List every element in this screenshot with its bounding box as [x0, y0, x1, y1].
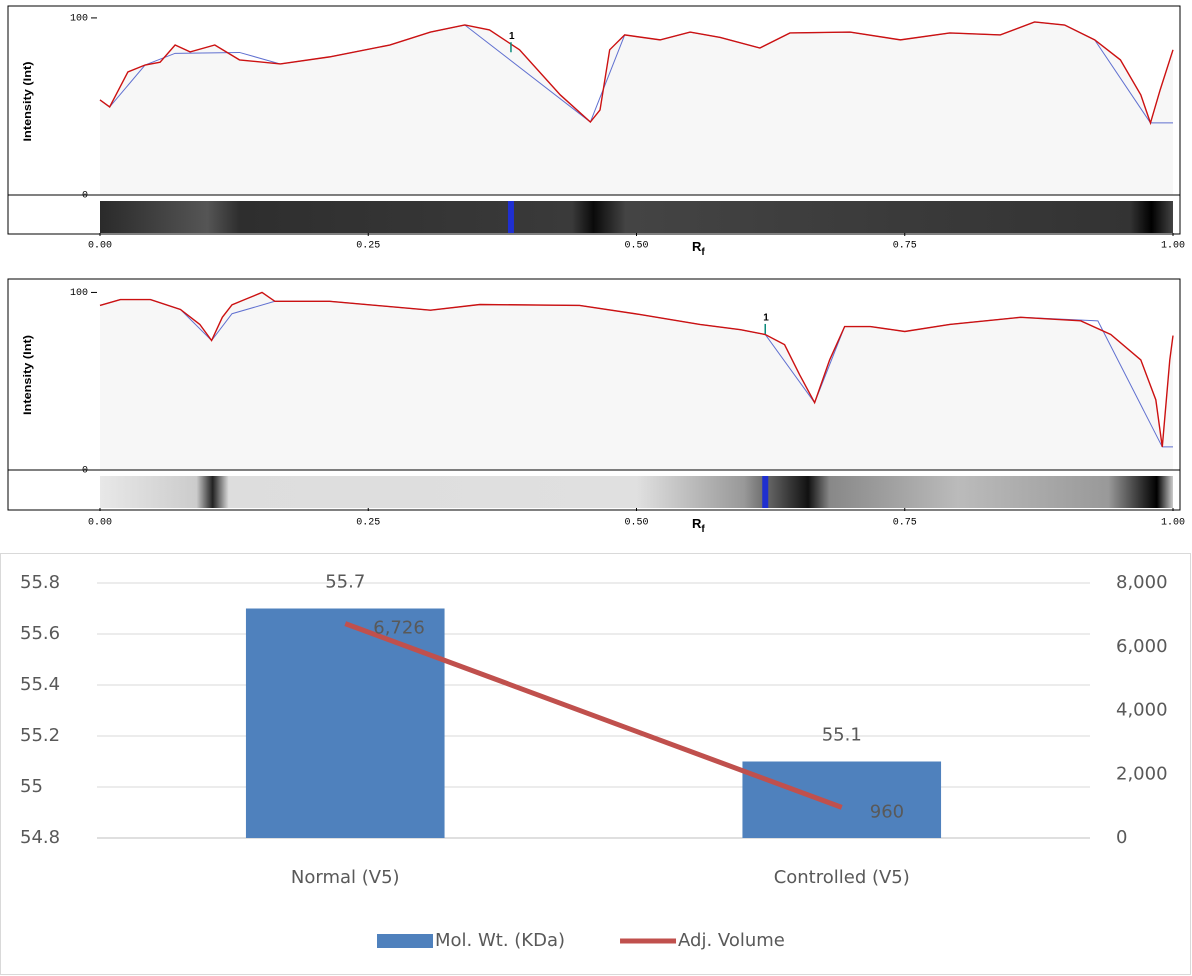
- x-axis-label: Rf: [692, 239, 705, 257]
- x-tick-label: 0.25: [356, 241, 380, 252]
- x-tick-label: 1.00: [1161, 518, 1185, 529]
- profile-area: [100, 292, 1173, 470]
- y2-tick-label: 4,000: [1116, 700, 1168, 721]
- x-tick-label: 0.75: [893, 241, 917, 252]
- lane-marker: [762, 476, 768, 508]
- y-tick-label: 0: [82, 191, 88, 202]
- bar-value-label: 55.7: [325, 572, 365, 593]
- y-tick-label: 55.2: [20, 725, 60, 746]
- lane-annotation: 1: [763, 313, 769, 324]
- gel-lane: [100, 201, 1173, 233]
- x-tick-label: 0.00: [88, 518, 112, 529]
- x-tick-label: Controlled (V5): [774, 867, 910, 888]
- page: 01000.000.250.500.751.00RfIntensity (Int…: [0, 0, 1192, 976]
- y-tick-label: 55.6: [20, 623, 60, 644]
- y-axis-label: Intensity (Int): [22, 61, 34, 141]
- figure: 01000.000.250.500.751.00RfIntensity (Int…: [0, 0, 1192, 976]
- y-tick-label: 0: [82, 466, 88, 477]
- bar: [246, 609, 445, 839]
- legend-label: Mol. Wt. (KDa): [435, 930, 565, 951]
- y2-tick-label: 2,000: [1116, 763, 1168, 784]
- y-tick-label: 100: [70, 14, 88, 25]
- x-axis-label-sub: f: [701, 524, 705, 535]
- legend-swatch: [377, 934, 433, 948]
- lane-annotation: 1: [509, 31, 515, 42]
- y2-tick-label: 8,000: [1116, 572, 1168, 593]
- bar-value-label: 55.1: [822, 725, 862, 746]
- x-tick-label: 0.50: [624, 518, 648, 529]
- lane-marker: [508, 201, 514, 233]
- x-axis-label: Rf: [692, 516, 705, 534]
- x-tick-label: 0.00: [88, 241, 112, 252]
- x-tick-label: 0.75: [893, 518, 917, 529]
- x-tick-label: Normal (V5): [291, 867, 400, 888]
- line-value-label: 6,726: [373, 618, 425, 639]
- y-tick-label: 100: [70, 288, 88, 299]
- x-tick-label: 0.50: [624, 241, 648, 252]
- y-tick-label: 55.4: [20, 674, 60, 695]
- y2-tick-label: 0: [1116, 827, 1127, 848]
- y-axis-label: Intensity (Int): [22, 335, 34, 415]
- gel-lane: [100, 476, 1173, 508]
- x-tick-label: 0.25: [356, 518, 380, 529]
- y-tick-label: 55.8: [20, 572, 60, 593]
- y-tick-label: 55: [20, 776, 43, 797]
- bar: [742, 762, 941, 839]
- x-axis-label-sub: f: [701, 247, 705, 258]
- x-tick-label: 1.00: [1161, 241, 1185, 252]
- profile-area: [100, 22, 1173, 195]
- chart-frame: [1, 554, 1191, 975]
- y2-tick-label: 6,000: [1116, 636, 1168, 657]
- line-value-label: 960: [870, 801, 904, 822]
- legend-label: Adj. Volume: [678, 930, 785, 951]
- y-tick-label: 54.8: [20, 827, 60, 848]
